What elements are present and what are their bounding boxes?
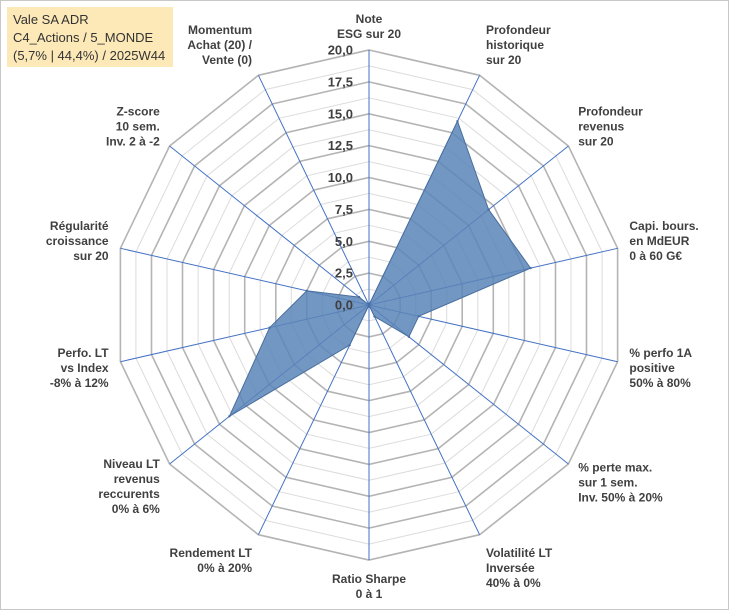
- radar-spoke: [169, 145, 370, 306]
- axis-label: Note ESG sur 20: [337, 12, 401, 41]
- tick-label: 0,0: [335, 298, 353, 313]
- axis-label-line: Niveau LT: [103, 457, 160, 471]
- axis-label: Profondeur historique sur 20: [486, 23, 551, 67]
- axis-label-line: reccurents: [98, 487, 160, 501]
- axis-label-line: 50% à 80%: [629, 376, 691, 390]
- tick-label: 17,5: [328, 74, 353, 89]
- axis-label: Ratio Sharpe 0 à 1: [332, 572, 406, 601]
- axis-category-labels: Note ESG sur 20 Profondeur historique sur 20…: [46, 12, 699, 601]
- tick-label: 20,0: [328, 43, 353, 58]
- tick-label: 5,0: [335, 234, 353, 249]
- axis-label-line: Profondeur: [486, 23, 551, 37]
- axis-label-line: 0% à 6%: [112, 502, 160, 516]
- axis-label-line: 0% à 20%: [197, 561, 252, 575]
- axis-label-line: revenus: [114, 472, 160, 486]
- series-point: [357, 295, 361, 299]
- series-point: [348, 344, 351, 347]
- axis-label-line: historique: [486, 38, 544, 52]
- axis-label-line: Régularité: [50, 219, 109, 233]
- axis-label-line: vs Index: [61, 361, 109, 375]
- axis-label-line: Vente (0): [202, 53, 252, 67]
- axis-label-line: sur 20: [578, 135, 614, 149]
- title-line-1: Vale SA ADR: [13, 12, 89, 27]
- axis-label-line: en MdEUR: [629, 234, 689, 248]
- series-point: [305, 289, 308, 292]
- axis-label: Momentum Achat (20) / Vente (0): [187, 23, 252, 67]
- axis-label: % perfo 1A positive 50% à 80%: [629, 346, 692, 390]
- axis-label-line: % perte max.: [578, 460, 652, 474]
- series-area: [228, 119, 532, 418]
- axis-label-line: Note: [356, 12, 383, 26]
- axis-label-line: positive: [629, 361, 675, 375]
- tick-label: 7,5: [335, 202, 353, 217]
- title-line-3: (5,7% | 44,4%) / 2025W44: [13, 48, 166, 63]
- axis-label-line: Rendement LT: [170, 546, 253, 560]
- axis-label: Z-score 10 sem. Inv. 2 à -2: [106, 105, 160, 149]
- axis-label-line: sur 20: [73, 249, 109, 263]
- series-point: [228, 415, 231, 418]
- series-point: [373, 315, 376, 318]
- axis-label: Profondeur revenus sur 20: [578, 105, 643, 149]
- axis-label: Niveau LT revenus reccurents 0% à 6%: [98, 457, 160, 516]
- axis-label-line: Achat (20) /: [187, 38, 252, 52]
- axis-label-line: Capi. bours.: [629, 219, 698, 233]
- title-line-2: C4_Actions / 5_MONDE: [13, 30, 154, 45]
- series-point: [407, 335, 411, 338]
- axis-label-line: Volatilité LT: [486, 546, 553, 560]
- axis-label-line: Inv. 2 à -2: [106, 135, 160, 149]
- series-point: [529, 266, 532, 270]
- chart-title-box: Vale SA ADR C4_Actions / 5_MONDE (5,7% |…: [7, 7, 173, 67]
- axis-label-line: -8% à 12%: [50, 376, 109, 390]
- axis-label-line: Momentum: [188, 23, 252, 37]
- axis-label-line: croissance: [46, 234, 109, 248]
- axis-label-line: % perfo 1A: [629, 346, 692, 360]
- tick-label: 2,5: [335, 266, 353, 281]
- radar-series: [228, 119, 532, 418]
- axis-label-line: revenus: [578, 120, 624, 134]
- axis-label-line: 10 sem.: [116, 120, 160, 134]
- axis-label-line: 0 à 60 G€: [629, 249, 682, 263]
- radial-tick-labels: 0,0 2,5 5,0 7,5 10,0 12,5 15,0 17,5 20,0: [328, 43, 353, 313]
- axis-label-line: Inversée: [486, 561, 535, 575]
- axis-label-line: Perfo. LT: [57, 346, 109, 360]
- series-point: [487, 208, 490, 211]
- radar-spoke: [257, 75, 370, 306]
- series-point: [268, 326, 271, 329]
- axis-label-line: Z-score: [116, 105, 160, 119]
- axis-label: Perfo. LT vs Index -8% à 12%: [50, 346, 109, 390]
- axis-label: Régularité croissance sur 20: [46, 219, 109, 263]
- axis-label-line: Ratio Sharpe: [332, 572, 406, 586]
- axis-label: Volatilité LT Inversée 40% à 0%: [486, 546, 553, 590]
- series-point: [417, 315, 420, 318]
- tick-label: 10,0: [328, 170, 353, 185]
- axis-label-line: Profondeur: [578, 105, 643, 119]
- axis-label-line: 40% à 0%: [486, 576, 541, 590]
- tick-label: 12,5: [328, 138, 353, 153]
- series-point: [367, 303, 371, 307]
- axis-label-line: sur 1 sem.: [578, 475, 637, 489]
- axis-label-line: Inv. 50% à 20%: [578, 490, 663, 504]
- radar-spoke: [368, 304, 481, 535]
- axis-label: Rendement LT 0% à 20%: [170, 546, 253, 575]
- series-point: [456, 120, 459, 123]
- axis-label: Capi. bours. en MdEUR 0 à 60 G€: [629, 219, 698, 263]
- axis-label-line: ESG sur 20: [337, 27, 401, 41]
- tick-label: 15,0: [328, 106, 353, 121]
- axis-label-line: 0 à 1: [356, 587, 383, 601]
- axis-label: % perte max. sur 1 sem. Inv. 50% à 20%: [578, 460, 663, 504]
- axis-label-line: sur 20: [486, 53, 522, 67]
